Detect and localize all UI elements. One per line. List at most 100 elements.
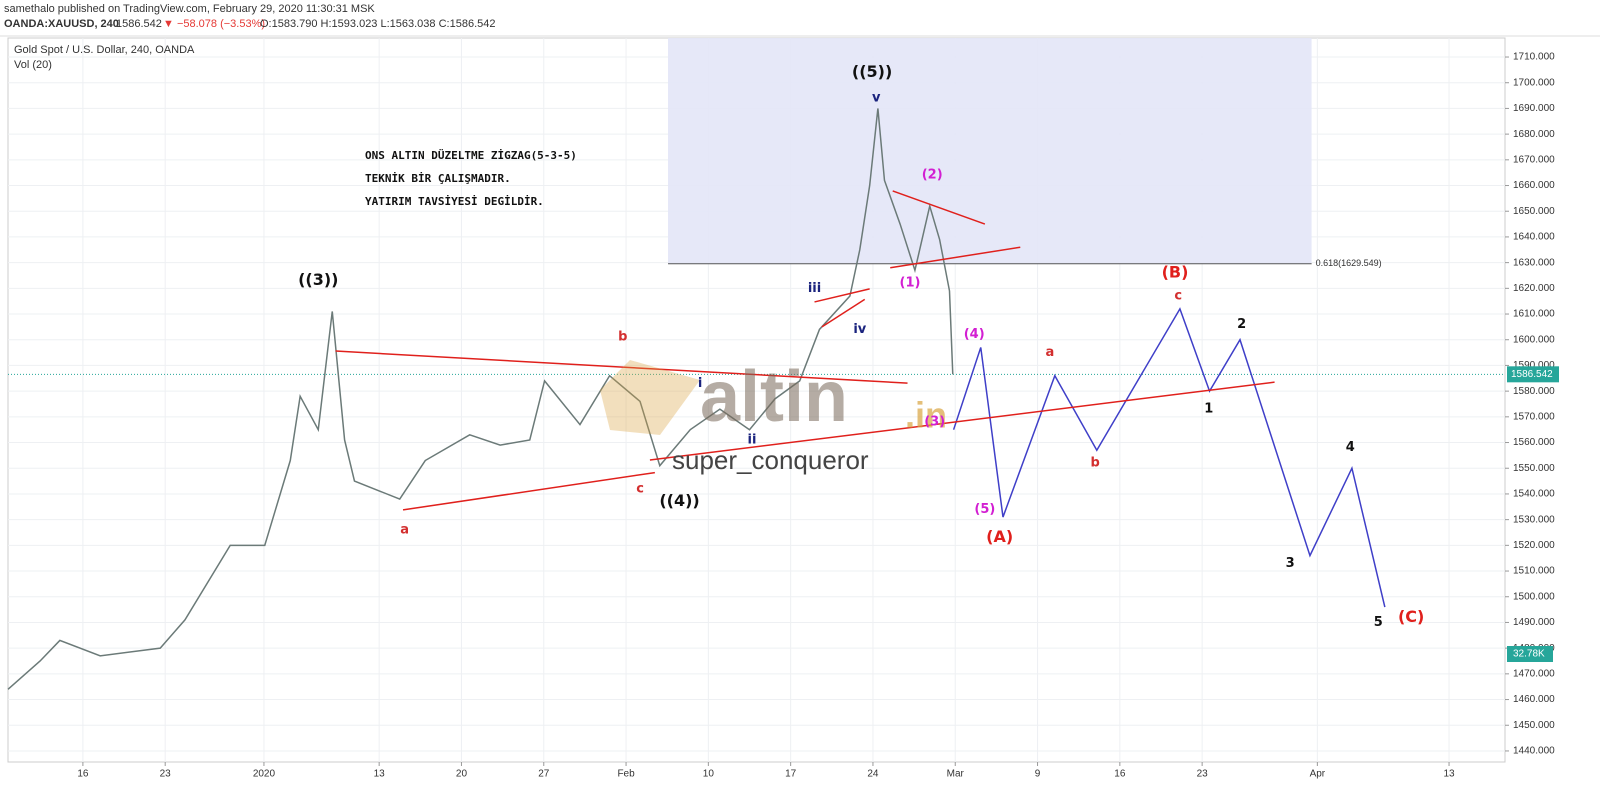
wave-label: 5 xyxy=(1374,615,1383,630)
wave-label: (1) xyxy=(900,276,921,291)
y-tick-label: 1660.000 xyxy=(1513,180,1555,191)
x-tick-label: 9 xyxy=(1035,769,1041,780)
y-tick-label: 1460.000 xyxy=(1513,694,1555,705)
x-tick-label: 23 xyxy=(160,769,172,780)
y-tick-label: 1670.000 xyxy=(1513,154,1555,165)
x-tick-label: 2020 xyxy=(253,769,276,780)
change: ▼ −58.078 (−3.53%) xyxy=(163,18,265,30)
wave-label: (A) xyxy=(986,527,1013,546)
trendline xyxy=(335,350,908,384)
wave-label: ((3)) xyxy=(298,270,338,289)
wave-label: 4 xyxy=(1346,440,1355,455)
trendline xyxy=(892,190,986,225)
y-tick-label: 1700.000 xyxy=(1513,77,1555,88)
series-line xyxy=(7,108,954,690)
wave-label: a xyxy=(400,522,409,537)
y-tick-label: 1640.000 xyxy=(1513,232,1555,243)
wave-label: iv xyxy=(853,322,866,337)
wave-label: b xyxy=(618,330,627,345)
x-tick-label: Feb xyxy=(617,769,635,780)
volume-tag xyxy=(1507,646,1553,662)
last: 1586.542 xyxy=(116,18,162,30)
y-tick-label: 1470.000 xyxy=(1513,668,1555,679)
chart-subtitle: Vol (20) xyxy=(14,59,52,71)
symbol: OANDA:XAUUSD, 240 xyxy=(4,18,119,30)
trendline xyxy=(649,381,1275,461)
y-tick-label: 1570.000 xyxy=(1513,411,1555,422)
x-tick-label: 23 xyxy=(1197,769,1209,780)
y-tick-label: 1490.000 xyxy=(1513,617,1555,628)
watermark-logo xyxy=(600,360,700,435)
wave-label: a xyxy=(1046,345,1055,360)
note: TEKNİK BİR ÇALIŞMADIR. xyxy=(365,171,511,185)
wave-label: (5) xyxy=(974,502,995,517)
wave-label: v xyxy=(872,91,881,106)
x-tick-label: 20 xyxy=(456,769,468,780)
y-tick-label: 1560.000 xyxy=(1513,437,1555,448)
fib-zone xyxy=(668,38,1312,264)
y-tick-label: 1610.000 xyxy=(1513,309,1555,320)
wave-label: i xyxy=(698,376,702,391)
y-tick-label: 1680.000 xyxy=(1513,129,1555,140)
y-tick-label: 1440.000 xyxy=(1513,746,1555,757)
ohlc: O:1583.790 H:1593.023 L:1563.038 C:1586.… xyxy=(260,18,495,30)
wave-label: (C) xyxy=(1398,607,1424,626)
wave-label: ii xyxy=(748,432,757,447)
y-tick-label: 1500.000 xyxy=(1513,591,1555,602)
x-tick-label: 27 xyxy=(538,769,550,780)
y-tick-label: 1590.000 xyxy=(1513,360,1555,371)
wave-label: iii xyxy=(808,281,821,296)
last-price-tag xyxy=(1507,366,1559,383)
y-tick-label: 1650.000 xyxy=(1513,206,1555,217)
wave-label: (4) xyxy=(964,327,985,342)
publisher: samethalo published on TradingView.com, … xyxy=(4,3,375,15)
y-tick-label: 1600.000 xyxy=(1513,334,1555,345)
x-tick-label: Mar xyxy=(947,769,965,780)
y-tick-label: 1690.000 xyxy=(1513,103,1555,114)
x-tick-label: Apr xyxy=(1310,769,1326,780)
y-tick-label: 1520.000 xyxy=(1513,540,1555,551)
marks xyxy=(7,108,1505,690)
trendline xyxy=(821,298,866,328)
watermark: .in xyxy=(905,395,947,436)
wave-label: 3 xyxy=(1286,556,1295,571)
wave-label: (B) xyxy=(1162,262,1189,281)
note: YATIRIM TAVSİYESİ DEGİLDİR. xyxy=(365,194,544,208)
fib-label: 0.618(1629.549) xyxy=(1316,258,1382,268)
y-tick-label: 1710.000 xyxy=(1513,52,1555,63)
x-tick-label: 13 xyxy=(1443,769,1455,780)
wave-label: (2) xyxy=(922,168,943,183)
volume-label: 32.78K xyxy=(1513,649,1545,660)
y-tick-label: 1530.000 xyxy=(1513,514,1555,525)
y-tick-label: 1450.000 xyxy=(1513,720,1555,731)
y-tick-label: 1620.000 xyxy=(1513,283,1555,294)
wave-label: 1 xyxy=(1204,402,1213,417)
note: ONS ALTIN DÜZELTME ZİGZAG(5-3-5) xyxy=(365,148,577,162)
x-tick-label: 10 xyxy=(703,769,715,780)
last-price-label: 1586.542 xyxy=(1511,369,1553,380)
watermark: altin xyxy=(700,357,848,437)
wave-label: (3) xyxy=(924,414,945,429)
trendline xyxy=(402,471,655,511)
y-tick-label: 1630.000 xyxy=(1513,257,1555,268)
y-tick-label: 1580.000 xyxy=(1513,386,1555,397)
x-tick-label: 17 xyxy=(785,769,797,780)
wave-label: ((5)) xyxy=(852,62,892,81)
wave-label: ((4)) xyxy=(659,491,699,510)
wave-label: b xyxy=(1090,456,1099,471)
x-tick-label: 24 xyxy=(867,769,879,780)
x-tick-label: 16 xyxy=(77,769,89,780)
watermark: super_conqueror xyxy=(672,445,869,475)
wave-label: c xyxy=(1174,289,1182,304)
y-tick-label: 1550.000 xyxy=(1513,463,1555,474)
trendline xyxy=(890,246,1021,269)
wave-label: 2 xyxy=(1237,317,1246,332)
x-tick-label: 13 xyxy=(374,769,386,780)
y-tick-label: 1540.000 xyxy=(1513,489,1555,500)
y-tick-label: 1510.000 xyxy=(1513,566,1555,577)
chart-title: Gold Spot / U.S. Dollar, 240, OANDA xyxy=(14,44,195,56)
wave-label: c xyxy=(636,481,644,496)
fib-box xyxy=(668,38,1312,265)
